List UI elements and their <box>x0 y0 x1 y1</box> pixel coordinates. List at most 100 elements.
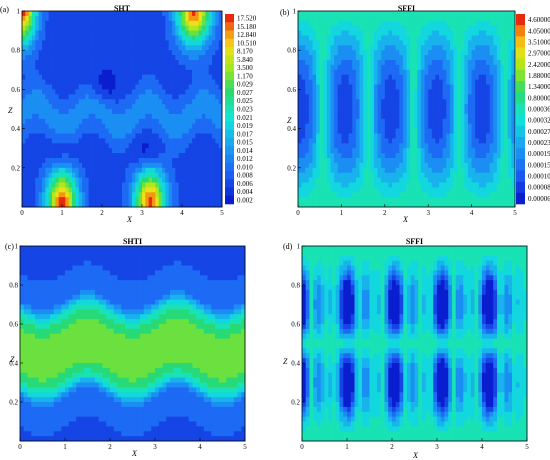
contour-cell <box>471 118 476 125</box>
contour-cell <box>493 15 498 22</box>
contour-cell <box>58 153 63 159</box>
x-tick-label: 3 <box>140 209 144 217</box>
contour-cell <box>312 55 317 61</box>
contour-cell <box>65 60 70 66</box>
contour-cell <box>88 69 93 76</box>
contour-cell <box>178 118 183 125</box>
contour-cell <box>355 109 360 115</box>
contour-cell <box>85 74 90 80</box>
contour-cell <box>308 40 313 46</box>
contour-cell <box>417 109 422 115</box>
contour-cell <box>178 25 183 31</box>
contour-cell <box>424 20 429 27</box>
contour-cell <box>125 118 130 125</box>
contour-cell <box>145 138 150 144</box>
contour-cell <box>185 182 190 188</box>
contour-cell <box>428 177 433 183</box>
contour-cell <box>359 60 364 66</box>
contour-plot: 0 1 2 3 4 50.20.40.60.814.600004.050003.51000… <box>287 8 550 218</box>
contour-cell <box>449 45 454 51</box>
contour-cell <box>366 202 371 208</box>
contour-cell <box>319 60 324 66</box>
contour-cell <box>348 35 353 41</box>
contour-cell <box>363 40 368 46</box>
contour-cell <box>363 55 368 61</box>
x-axis-label: X <box>403 215 408 224</box>
contour-cell <box>493 50 498 56</box>
contour-cell <box>399 187 404 193</box>
contour-cell <box>511 84 516 90</box>
contour-cell <box>323 172 328 178</box>
contour-cell <box>20 246 25 252</box>
contour-cell <box>475 172 480 178</box>
contour-cell <box>148 158 153 164</box>
contour-cell <box>88 148 93 154</box>
contour-cell <box>489 20 494 27</box>
contour-cell <box>326 79 331 85</box>
contour-cell <box>326 94 331 100</box>
contour-cell <box>52 182 56 188</box>
contour-cell <box>435 69 440 76</box>
contour-cell <box>45 158 50 164</box>
contour-cell <box>319 197 324 203</box>
contour-cell <box>319 20 324 27</box>
contour-cell <box>208 187 213 193</box>
contour-cell <box>68 192 73 198</box>
contour-cell <box>319 35 324 41</box>
contour-cell <box>52 11 56 17</box>
contour-cell <box>489 177 494 183</box>
contour-cell <box>135 15 140 22</box>
contour-cell <box>363 197 368 203</box>
contour-cell <box>399 11 404 17</box>
contour-cell <box>308 128 313 134</box>
contour-cell <box>108 40 113 46</box>
contour-cell <box>366 25 371 31</box>
contour-cell <box>85 99 90 105</box>
contour-cell <box>205 20 210 27</box>
contour-cell <box>457 148 462 154</box>
contour-cell <box>68 177 73 183</box>
contour-cell <box>457 128 462 134</box>
contour-cell <box>384 20 389 27</box>
contour-cell <box>301 99 306 105</box>
contour-cell <box>132 148 136 154</box>
contour-cell <box>337 50 342 56</box>
contour-cell <box>442 187 447 193</box>
contour-cell <box>158 35 163 41</box>
contour-cell <box>373 64 378 71</box>
contour-cell <box>345 182 350 188</box>
contour-cell <box>460 94 465 100</box>
contour-cell <box>155 15 160 22</box>
contour-cell <box>148 60 153 66</box>
contour-cell <box>500 99 505 105</box>
contour-cell <box>98 55 103 61</box>
contour-cell <box>202 40 206 46</box>
contour-cell <box>95 45 100 51</box>
contour-cell <box>175 187 180 193</box>
contour-cell <box>165 25 170 31</box>
contour-cell <box>402 11 407 17</box>
chart-title: SFFI <box>397 4 416 13</box>
contour-cell <box>182 143 186 149</box>
contour-cell <box>212 40 216 46</box>
contour-cell <box>95 69 100 76</box>
contour-cell <box>511 118 516 125</box>
contour-cell <box>337 25 342 31</box>
contour-cell <box>25 60 30 66</box>
contour-cell <box>475 162 480 169</box>
contour-cell <box>168 182 173 188</box>
contour-cell <box>35 148 40 154</box>
contour-cell <box>439 123 444 129</box>
contour-cell <box>363 202 368 208</box>
contour-cell <box>175 35 180 41</box>
contour-cell <box>489 113 494 120</box>
contour-cell <box>442 167 447 174</box>
contour-cell <box>95 118 100 125</box>
contour-cell <box>195 20 200 27</box>
contour-cell <box>212 30 216 36</box>
contour-cell <box>162 167 166 174</box>
contour-cell <box>198 15 203 22</box>
contour-cell <box>464 143 469 149</box>
contour-cell <box>128 162 133 169</box>
contour-cell <box>215 158 220 164</box>
